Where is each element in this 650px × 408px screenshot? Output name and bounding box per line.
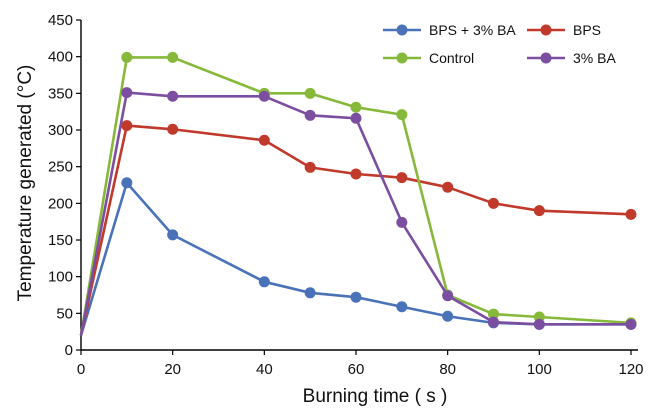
- data-point: [167, 90, 179, 102]
- data-point: [442, 181, 454, 193]
- data-point: [396, 216, 408, 228]
- x-tick-label: 60: [348, 361, 365, 378]
- data-point: [396, 172, 408, 184]
- series-line: [79, 124, 632, 336]
- data-point: [304, 287, 316, 299]
- axis-ticks: 0 50 100 150 200 250 300 350 400 450 0 20 40 60 80 100 1…: [48, 12, 644, 378]
- data-point: [533, 318, 545, 330]
- y-tick-label: 50: [56, 305, 73, 322]
- series-group: [79, 51, 637, 336]
- series-3: [79, 87, 637, 336]
- x-tick-label: 0: [77, 361, 85, 378]
- data-point: [258, 134, 270, 146]
- legend-label: Control: [429, 50, 474, 66]
- data-point: [167, 51, 179, 63]
- x-tick-label: 120: [618, 361, 643, 378]
- y-tick-label: 150: [48, 232, 73, 249]
- series-line: [79, 181, 631, 336]
- y-tick-label: 250: [48, 159, 73, 176]
- legend-swatch-marker: [396, 24, 408, 36]
- data-point: [304, 87, 316, 99]
- data-point: [350, 168, 362, 180]
- data-point: [396, 301, 408, 313]
- legend-label: BPS + 3% BA: [429, 22, 516, 38]
- data-point: [258, 276, 270, 288]
- legend-item: BPS: [527, 22, 601, 38]
- data-point: [121, 51, 133, 63]
- y-tick-label: 200: [48, 195, 73, 212]
- data-point: [625, 318, 637, 330]
- x-tick-label: 40: [256, 361, 273, 378]
- data-point: [258, 90, 270, 102]
- data-point: [488, 197, 499, 209]
- data-point: [396, 109, 408, 121]
- data-point: [350, 112, 362, 124]
- axes: [80, 20, 638, 351]
- data-point: [442, 310, 454, 322]
- series-0: [79, 177, 637, 336]
- legend-item: BPS + 3% BA: [383, 22, 516, 38]
- data-point: [625, 208, 637, 220]
- legend-item: 3% BA: [527, 50, 616, 66]
- x-tick-label: 80: [439, 361, 456, 378]
- data-point: [442, 290, 454, 302]
- legend-swatch-marker: [396, 52, 408, 64]
- data-point: [304, 109, 316, 121]
- legend-item: Control: [383, 50, 474, 66]
- data-point: [533, 205, 545, 217]
- series-1: [79, 120, 637, 336]
- data-point: [350, 291, 362, 303]
- x-tick-label: 20: [164, 361, 181, 378]
- y-tick-label: 350: [48, 85, 73, 102]
- data-point: [304, 161, 316, 173]
- x-axis-title: Burning time ( s ): [303, 386, 448, 407]
- x-tick-label: 100: [527, 361, 552, 378]
- data-point: [121, 177, 133, 189]
- data-point: [488, 316, 499, 328]
- y-tick-label: 0: [65, 342, 73, 359]
- legend-swatch-marker: [540, 24, 552, 36]
- y-tick-label: 450: [48, 12, 73, 29]
- data-point: [121, 87, 133, 99]
- data-point: [167, 229, 179, 241]
- legend-label: 3% BA: [573, 50, 616, 66]
- legend-label: BPS: [573, 22, 601, 38]
- legend: BPS + 3% BA BPS Control 3% BA: [383, 22, 616, 66]
- legend-swatch-marker: [540, 52, 552, 64]
- y-tick-label: 400: [48, 49, 73, 66]
- data-point: [488, 308, 499, 320]
- y-tick-label: 100: [48, 269, 73, 286]
- y-axis-title: Temperature generated (°C): [15, 65, 36, 302]
- data-point: [350, 101, 362, 113]
- data-point: [167, 123, 179, 135]
- data-point: [121, 120, 133, 132]
- y-tick-label: 300: [48, 122, 73, 139]
